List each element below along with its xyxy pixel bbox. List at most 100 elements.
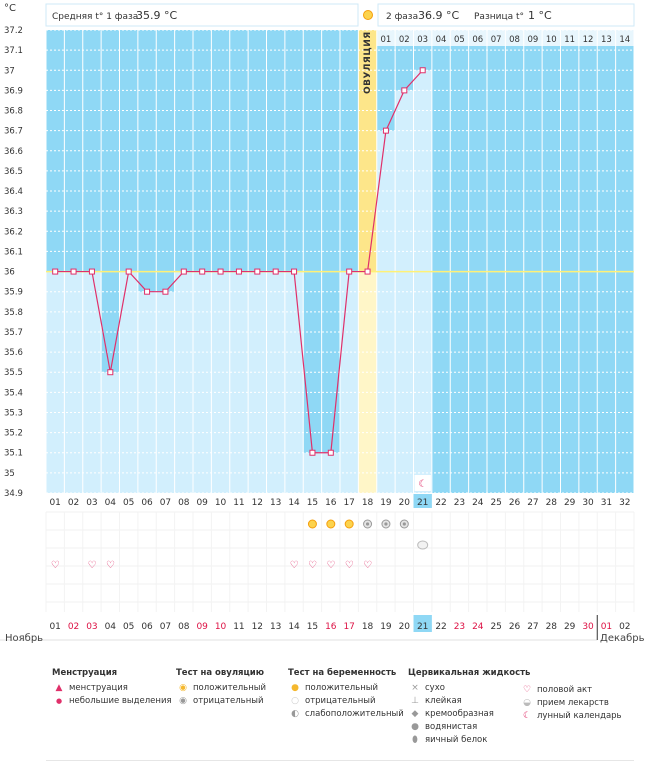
- dry-icon: ×: [411, 683, 419, 693]
- dip-bar: [101, 271, 120, 373]
- calendar-date-label: 02: [619, 622, 630, 632]
- legend-cervical: Цервикальная жидкость × сухо ⊥ клейкая ◆ кр…: [408, 668, 530, 747]
- temperature-point[interactable]: [144, 288, 151, 295]
- heart-icon: ♡: [106, 560, 115, 571]
- phase2-day-label: 12: [583, 35, 594, 45]
- temperature-point[interactable]: [382, 127, 389, 134]
- temperature-point[interactable]: [235, 268, 242, 275]
- temperature-point[interactable]: [291, 268, 298, 275]
- y-tick-label: 35.2: [4, 429, 23, 439]
- heart-icon: ♡: [308, 560, 317, 571]
- calendar-date-label: 05: [123, 622, 134, 632]
- y-tick-label: 36.1: [4, 247, 23, 257]
- temperature-point[interactable]: [52, 268, 59, 275]
- calendar-date-label: 15: [307, 622, 318, 632]
- calendar-date-label: 25: [490, 622, 501, 632]
- day-bar: [82, 271, 102, 493]
- temperature-point[interactable]: [272, 268, 279, 275]
- calendar-date-label: 10: [215, 622, 227, 632]
- day-bar: [211, 271, 230, 493]
- ovulation-test-positive-icon: [326, 519, 336, 529]
- legend-other: ♡ половой акт ◒ прием лекарств ☾ лунный кал…: [520, 684, 622, 723]
- diff-value: 1 °C: [528, 9, 552, 22]
- phase2-day-label: 14: [619, 35, 630, 45]
- temperature-point[interactable]: [309, 449, 316, 456]
- cycle-day-label: 28: [546, 498, 558, 508]
- cycle-day-label: 16: [325, 498, 337, 508]
- calendar-date-label: 22: [435, 622, 446, 632]
- ovulation-column-lower: [358, 271, 377, 493]
- y-tick-label: 36: [4, 268, 15, 278]
- legend-item: кремообразная: [425, 709, 494, 719]
- dip-bar: [303, 271, 322, 453]
- cycle-day-label: 09: [196, 498, 208, 508]
- calendar-date-label: 20: [399, 622, 411, 632]
- sun-negative-icon: ◉: [179, 696, 187, 706]
- phase2-value: 36.9 °C: [418, 9, 459, 22]
- diff-label: Разница t°: [474, 12, 524, 22]
- phase2-day-label: 07: [491, 35, 502, 45]
- temperature-point[interactable]: [107, 369, 114, 376]
- today-highlight: [413, 494, 432, 508]
- pill-icon: [417, 540, 429, 550]
- day-bar: [266, 271, 285, 493]
- temperature-point[interactable]: [125, 268, 132, 275]
- cycle-day-label: 12: [252, 498, 263, 508]
- legend-ovulation-title: Тест на овуляцию: [176, 668, 265, 678]
- lunar-cell: [414, 475, 431, 491]
- cycle-day-label: 03: [86, 498, 97, 508]
- y-tick-label: 35.1: [4, 449, 23, 459]
- small-drop-icon: ●: [55, 697, 63, 705]
- egg-white-icon: ⬮: [412, 735, 418, 745]
- cycle-day-label: 25: [490, 498, 501, 508]
- legend-cervical-title: Цервикальная жидкость: [408, 668, 531, 678]
- heart-icon: ♡: [345, 560, 354, 571]
- heart-icon: ♡: [51, 560, 60, 571]
- cycle-day-label: 24: [472, 498, 484, 508]
- y-tick-label: 35.4: [4, 388, 23, 398]
- temperature-point[interactable]: [199, 268, 206, 275]
- calendar-date-label: 13: [270, 622, 281, 632]
- calendar-date-label: 26: [509, 622, 521, 632]
- calendar-date-label: 11: [233, 622, 244, 632]
- temperature-point[interactable]: [217, 268, 224, 275]
- temperature-point[interactable]: [364, 268, 371, 275]
- temperature-point[interactable]: [346, 268, 353, 275]
- legend-item: отрицательный: [193, 696, 264, 706]
- day-bar: [193, 271, 212, 493]
- phase2-day-label: 06: [472, 35, 483, 45]
- phase1-label: Средняя t° 1 фаза: [52, 12, 138, 22]
- y-tick-label: 36.4: [4, 187, 23, 197]
- calendar-date-label: 24: [472, 622, 484, 632]
- legend-menstruation: Менструация ▲ менструация ● небольшие выде…: [52, 668, 172, 708]
- calendar-date-label: 19: [380, 622, 392, 632]
- cycle-day-label: 11: [233, 498, 244, 508]
- temperature-point[interactable]: [419, 67, 426, 74]
- temperature-point[interactable]: [70, 268, 77, 275]
- y-tick-label: 35.6: [4, 348, 23, 358]
- temperature-point[interactable]: [327, 449, 334, 456]
- dip-bar: [156, 271, 175, 292]
- phase2-day-label: 05: [454, 35, 465, 45]
- cycle-day-label: 01: [49, 498, 60, 508]
- dip-bar: [137, 271, 157, 292]
- day-bar: [376, 130, 396, 494]
- calendar-date-label: 28: [546, 622, 558, 632]
- temperature-point[interactable]: [401, 87, 408, 94]
- sun-icon: [363, 10, 373, 20]
- temperature-point[interactable]: [180, 268, 187, 275]
- legend-ovulation-test: Тест на овуляцию ◉ положительный ◉ отрицат…: [176, 668, 266, 708]
- temperature-point[interactable]: [162, 288, 169, 295]
- phase2-day-label: 04: [436, 35, 447, 45]
- temperature-point[interactable]: [254, 268, 261, 275]
- y-tick-label: 37: [4, 66, 15, 76]
- legend-pregnancy-title: Тест на беременность: [288, 668, 397, 678]
- moon-icon: ☾: [522, 711, 532, 721]
- calendar-date-label: 16: [325, 622, 337, 632]
- y-tick-label: 36.9: [4, 86, 23, 96]
- day-bar: [64, 271, 83, 493]
- month-left: Ноябрь: [5, 633, 44, 644]
- y-tick-label: 35.5: [4, 368, 23, 378]
- day-bar: [156, 271, 175, 493]
- temperature-point[interactable]: [88, 268, 95, 275]
